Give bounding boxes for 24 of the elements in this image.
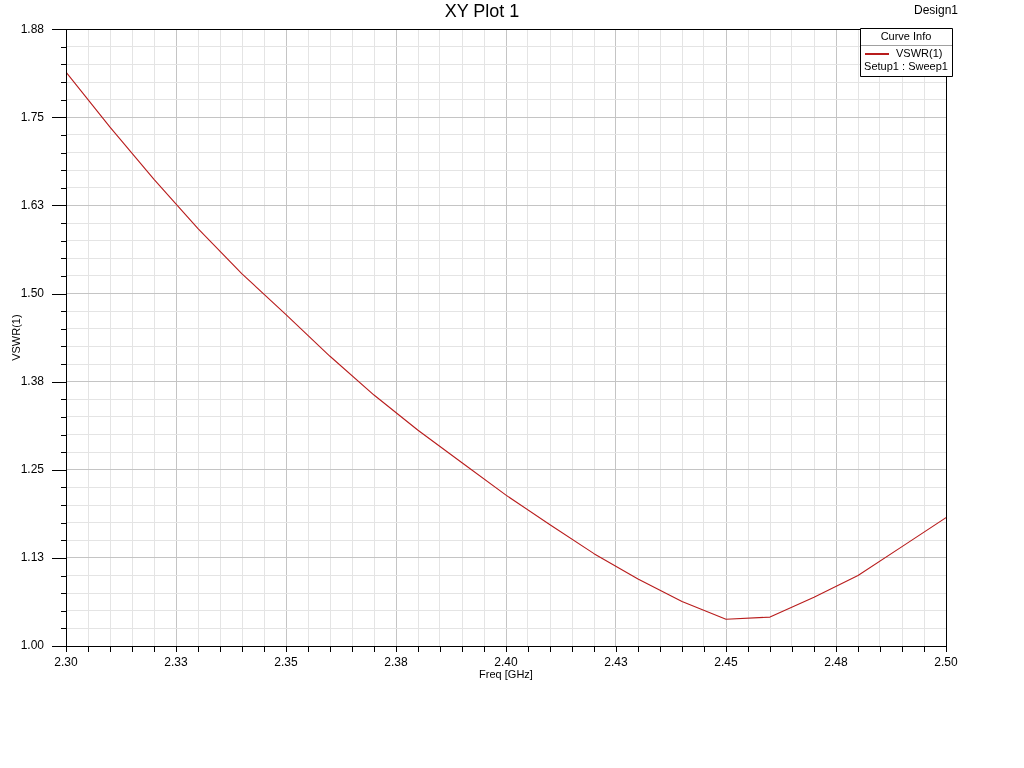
annotation: Setup1 : Sweep1 bbox=[864, 60, 948, 73]
y-tick-label: 1.00 bbox=[20, 638, 45, 653]
x-tick-label: 2.38 bbox=[384, 654, 408, 669]
y-tick-label: 1.75 bbox=[20, 109, 45, 124]
legend-label: VSWR(1) bbox=[896, 47, 943, 60]
y-tick-label: 1.13 bbox=[20, 550, 45, 565]
legend-title: Curve Info bbox=[880, 30, 932, 43]
x-tick-label: 2.45 bbox=[714, 654, 738, 669]
x-tick-label: 2.30 bbox=[54, 654, 78, 669]
x-tick-label: 2.50 bbox=[934, 654, 958, 669]
x-tick-label: 2.35 bbox=[274, 654, 298, 669]
y-tick-label: 1.63 bbox=[20, 197, 45, 212]
y-tick-label: 1.38 bbox=[20, 373, 45, 388]
x-tick-label: 2.48 bbox=[824, 654, 848, 669]
x-tick-label: 2.40 bbox=[494, 654, 518, 669]
y-tick-label: 1.88 bbox=[20, 21, 45, 36]
text: Design1 bbox=[913, 3, 959, 18]
y-tick-label: 1.25 bbox=[20, 462, 45, 477]
x-axis-title: Freq [GHz] bbox=[479, 668, 533, 681]
x-tick-label: 2.43 bbox=[604, 654, 628, 669]
y-axis-title: VSWR(1) bbox=[9, 314, 22, 361]
y-tick-label: 1.50 bbox=[20, 285, 45, 300]
x-tick-label: 2.33 bbox=[164, 654, 188, 669]
chart-title: XY Plot 1 bbox=[444, 0, 520, 21]
